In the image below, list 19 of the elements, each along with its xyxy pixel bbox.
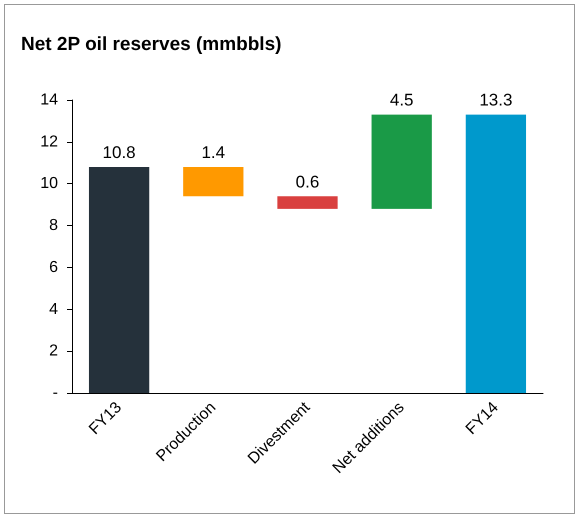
bar <box>183 166 244 196</box>
y-tick-label: 12 <box>40 133 58 150</box>
data-label: 10.8 <box>102 142 136 162</box>
y-tick-label: 2 <box>49 342 58 360</box>
chart-title: Net 2P oil reserves (mmbbls) <box>21 34 282 55</box>
bar <box>88 166 150 393</box>
y-tick-label: 8 <box>49 217 58 234</box>
data-label: 0.6 <box>296 172 320 192</box>
y-tick-label: 4 <box>49 300 58 318</box>
data-label: 13.3 <box>479 90 512 110</box>
data-label: 4.5 <box>390 90 414 110</box>
y-tick-label: 14 <box>40 92 58 108</box>
y-tick-label: 10 <box>40 175 58 192</box>
y-tick-label: 6 <box>49 258 58 276</box>
bar <box>277 196 338 209</box>
bar <box>466 114 526 393</box>
bar <box>372 114 432 209</box>
data-label: 1.4 <box>201 142 226 162</box>
y-tick-label: - <box>52 384 58 402</box>
